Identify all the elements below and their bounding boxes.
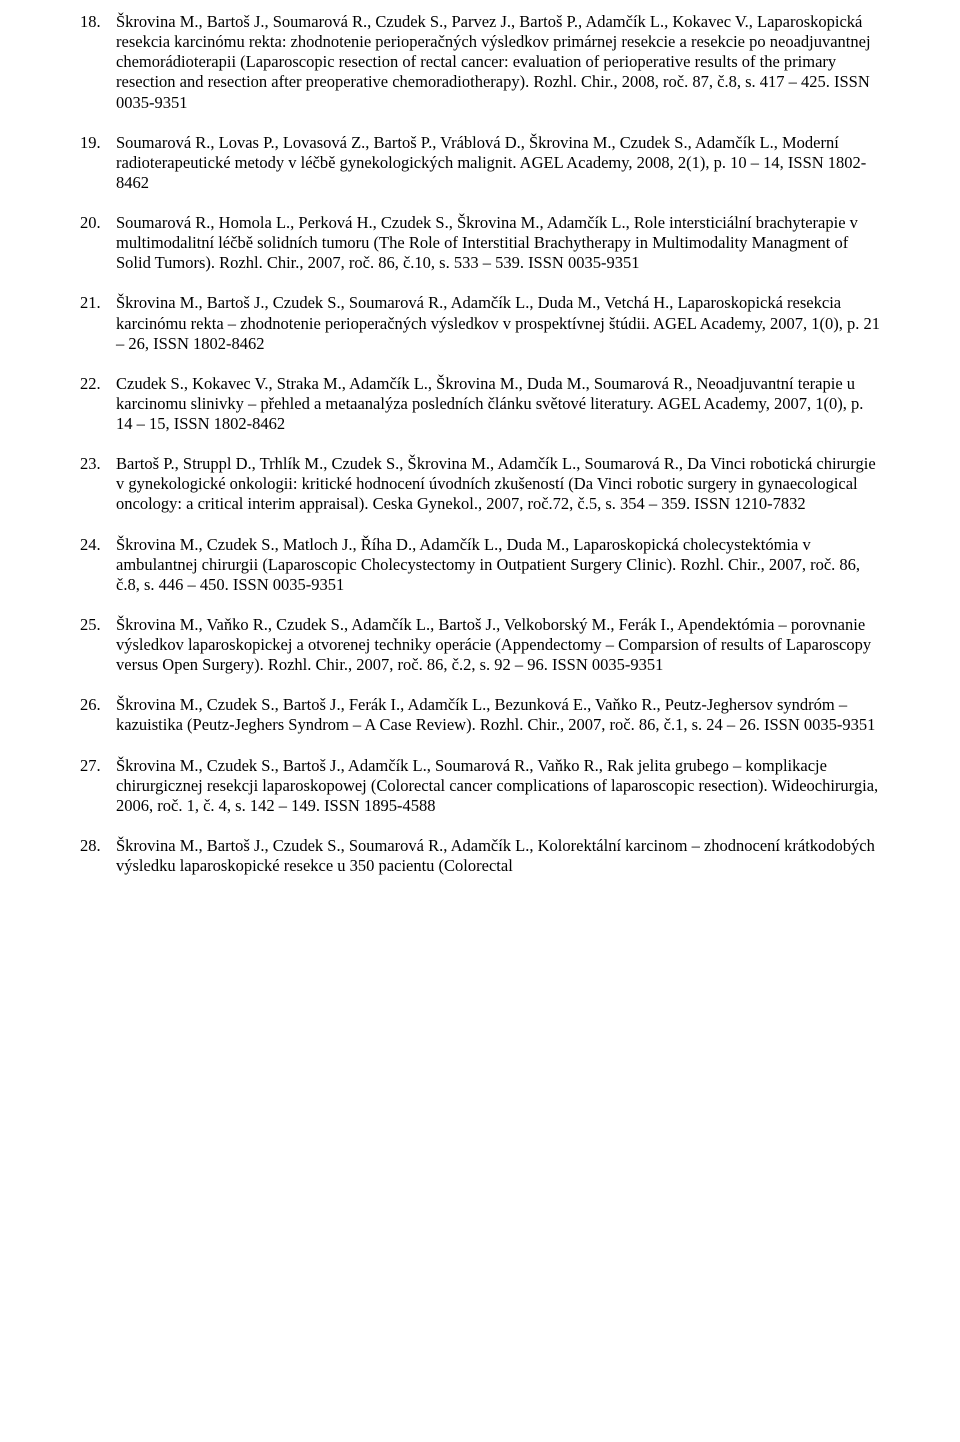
reference-number: 22. — [80, 374, 101, 394]
reference-text: Škrovina M., Czudek S., Bartoš J., Adamč… — [116, 756, 878, 815]
reference-number: 25. — [80, 615, 101, 635]
reference-item: 24. Škrovina M., Czudek S., Matloch J., Ř… — [80, 535, 880, 595]
reference-number: 26. — [80, 695, 101, 715]
reference-item: 18. Škrovina M., Bartoš J., Soumarová R.,… — [80, 12, 880, 113]
reference-number: 28. — [80, 836, 101, 856]
reference-text: Škrovina M., Bartoš J., Soumarová R., Cz… — [116, 12, 871, 112]
reference-list: 18. Škrovina M., Bartoš J., Soumarová R.,… — [80, 12, 880, 876]
reference-item: 22. Czudek S., Kokavec V., Straka M., Ada… — [80, 374, 880, 434]
reference-number: 24. — [80, 535, 101, 555]
reference-number: 19. — [80, 133, 101, 153]
reference-number: 20. — [80, 213, 101, 233]
reference-item: 21. Škrovina M., Bartoš J., Czudek S., So… — [80, 293, 880, 353]
reference-text: Soumarová R., Lovas P., Lovasová Z., Bar… — [116, 133, 866, 192]
reference-text: Škrovina M., Bartoš J., Czudek S., Souma… — [116, 293, 880, 352]
reference-item: 25. Škrovina M., Vaňko R., Czudek S., Ada… — [80, 615, 880, 675]
reference-number: 27. — [80, 756, 101, 776]
reference-item: 23. Bartoš P., Struppl D., Trhlík M., Czu… — [80, 454, 880, 514]
reference-text: Škrovina M., Czudek S., Matloch J., Říha… — [116, 535, 860, 594]
reference-text: Czudek S., Kokavec V., Straka M., Adamčí… — [116, 374, 863, 433]
reference-text: Škrovina M., Bartoš J., Czudek S., Souma… — [116, 836, 875, 875]
reference-text: Bartoš P., Struppl D., Trhlík M., Czudek… — [116, 454, 876, 513]
reference-item: 20. Soumarová R., Homola L., Perková H., … — [80, 213, 880, 273]
reference-item: 27. Škrovina M., Czudek S., Bartoš J., Ad… — [80, 756, 880, 816]
reference-text: Škrovina M., Czudek S., Bartoš J., Ferák… — [116, 695, 875, 734]
reference-number: 18. — [80, 12, 101, 32]
reference-text: Škrovina M., Vaňko R., Czudek S., Adamčí… — [116, 615, 871, 674]
reference-number: 21. — [80, 293, 101, 313]
reference-item: 26. Škrovina M., Czudek S., Bartoš J., Fe… — [80, 695, 880, 735]
reference-number: 23. — [80, 454, 101, 474]
reference-text: Soumarová R., Homola L., Perková H., Czu… — [116, 213, 858, 272]
reference-item: 28. Škrovina M., Bartoš J., Czudek S., So… — [80, 836, 880, 876]
reference-item: 19. Soumarová R., Lovas P., Lovasová Z., … — [80, 133, 880, 193]
